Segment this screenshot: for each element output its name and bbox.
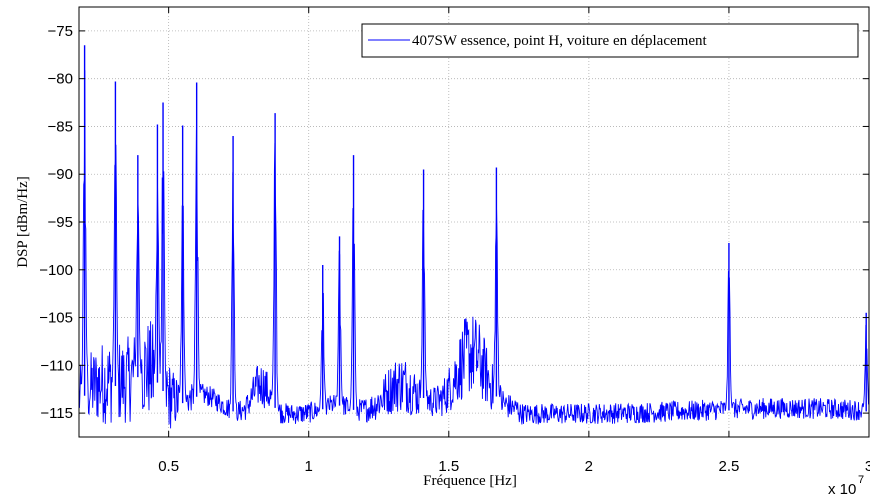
legend: 407SW essence, point H, voiture en dépla… <box>361 23 859 58</box>
x-tick-label: 1.5 <box>438 458 459 475</box>
axis-ticks <box>79 7 870 437</box>
x-tick-label: 2.5 <box>718 458 739 475</box>
x-tick-label: 1 <box>305 458 313 475</box>
y-tick-label: −110 <box>40 357 73 374</box>
y-tick-label: −90 <box>48 166 73 183</box>
x-multiplier-text: x 10 <box>828 481 856 497</box>
legend-entry: 407SW essence, point H, voiture en dépla… <box>412 33 707 49</box>
y-axis-label: DSP [dBm/Hz] <box>15 176 31 268</box>
y-tick-label: −75 <box>48 23 73 40</box>
y-tick-label: −115 <box>40 405 73 422</box>
y-tick-label: −85 <box>48 118 73 135</box>
x-tick-label: 2 <box>585 458 593 475</box>
y-tick-label: −80 <box>48 71 73 88</box>
x-tick-label: 3 <box>865 458 870 475</box>
y-tick-label: −95 <box>48 214 73 231</box>
series-group <box>78 45 870 429</box>
y-tick-label: −100 <box>39 262 73 279</box>
psd-series-line <box>78 70 870 429</box>
y-tick-label: −105 <box>39 310 73 327</box>
x-tick-labels: 0.5 1 1.5 2 2.5 3 <box>158 458 870 475</box>
x-exponent-text: 7 <box>858 474 864 486</box>
legend-box <box>361 23 859 58</box>
x-axis-label: Fréquence [Hz] <box>423 473 517 489</box>
x-exponent-label: x 10 7 <box>828 474 864 497</box>
plot-area <box>78 6 870 438</box>
x-tick-label: 0.5 <box>158 458 179 475</box>
y-tick-labels: −115 −110 −105 −100 −95 −90 −85 −80 −75 <box>39 23 73 422</box>
